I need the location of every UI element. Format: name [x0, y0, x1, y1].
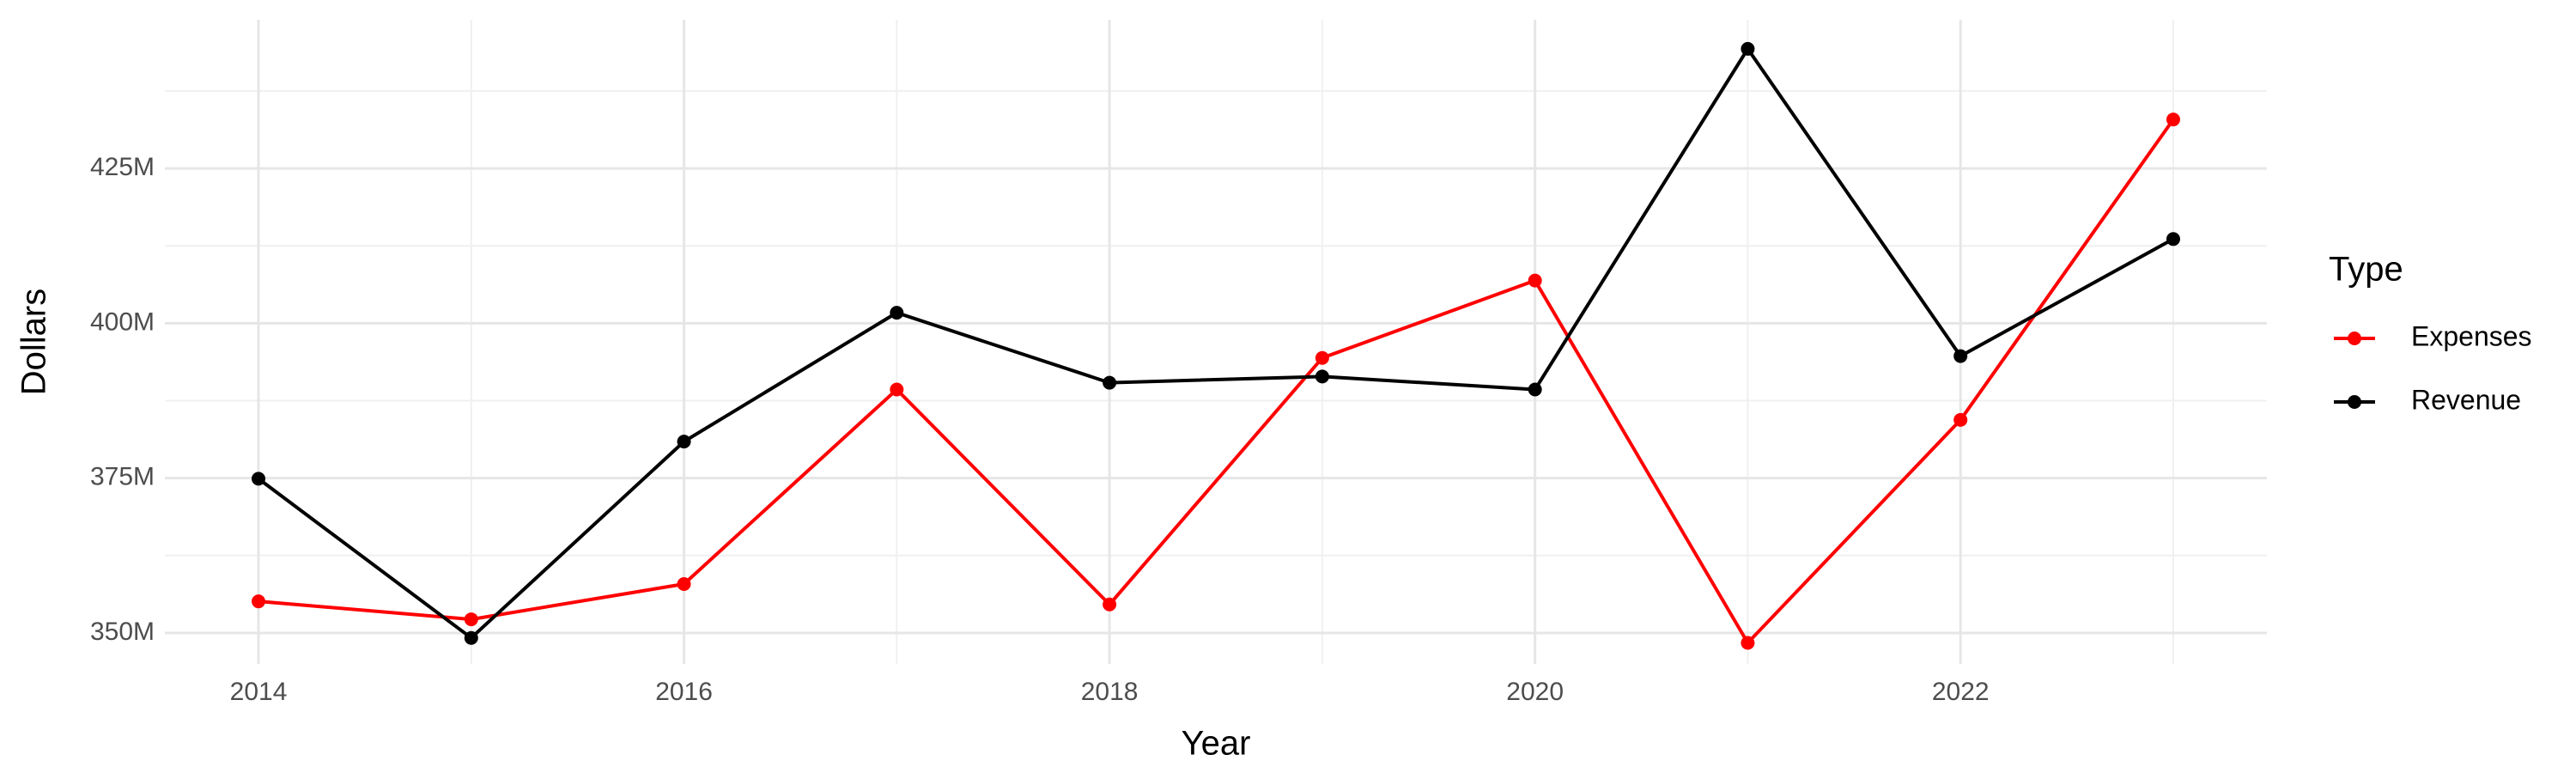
y-tick-label: 350M	[90, 618, 155, 646]
x-tick-label: 2016	[655, 678, 713, 706]
series-line	[257, 46, 2174, 641]
grid	[165, 20, 2267, 664]
data-point	[2166, 113, 2180, 127]
data-point	[1315, 350, 1329, 365]
x-tick-label: 2020	[1506, 678, 1564, 706]
x-tick-label: 2014	[230, 678, 288, 706]
data-point	[1528, 382, 1542, 397]
data-point	[1103, 597, 1117, 612]
data-point	[1953, 412, 1968, 427]
y-tick-label: 400M	[90, 307, 155, 336]
data-point	[252, 594, 266, 609]
legend-label: Revenue	[2411, 384, 2521, 415]
data-point	[1103, 375, 1117, 390]
data-point	[1741, 636, 1755, 650]
data-point	[1315, 369, 1329, 384]
y-axis-title: Dollars	[15, 289, 53, 395]
data-point	[1528, 273, 1542, 288]
data-point	[677, 435, 691, 449]
y-tick-label: 425M	[90, 153, 155, 181]
data-point	[890, 382, 904, 397]
data-point	[252, 472, 266, 486]
x-tick-label: 2022	[1932, 678, 1990, 706]
series-line	[258, 118, 2175, 646]
x-axis-title: Year	[1182, 725, 1251, 763]
y-tick-label: 375M	[90, 463, 155, 491]
legend-label: Expenses	[2411, 320, 2532, 351]
data-point	[677, 576, 691, 591]
data-point	[464, 630, 478, 645]
data-point	[2166, 232, 2180, 247]
data-point	[1953, 349, 1968, 363]
data-point	[1741, 41, 1755, 56]
data-point	[464, 612, 478, 627]
legend-marker	[2348, 395, 2361, 409]
legend-marker	[2348, 332, 2361, 345]
legend-title: Type	[2329, 251, 2403, 289]
data-point	[890, 306, 904, 320]
x-tick-label: 2018	[1081, 678, 1139, 706]
